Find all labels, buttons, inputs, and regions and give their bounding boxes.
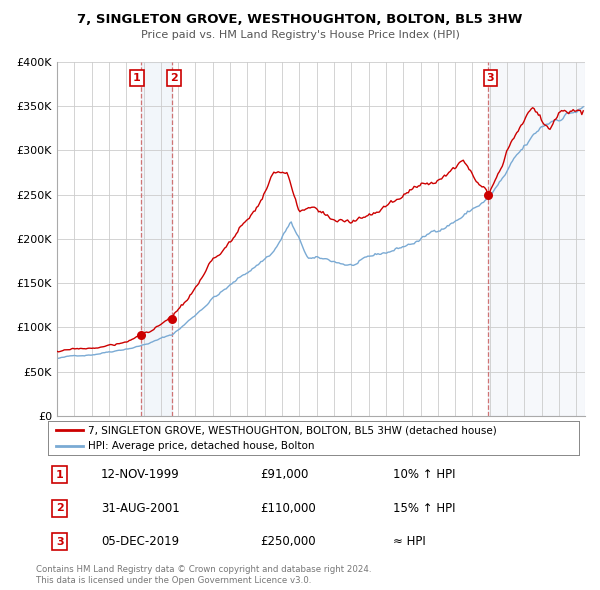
Text: Price paid vs. HM Land Registry's House Price Index (HPI): Price paid vs. HM Land Registry's House … (140, 31, 460, 40)
Text: 2: 2 (56, 503, 64, 513)
Text: £110,000: £110,000 (260, 502, 316, 515)
Text: 3: 3 (56, 537, 64, 547)
Text: £250,000: £250,000 (260, 535, 316, 548)
Text: 3: 3 (487, 73, 494, 83)
Text: 2: 2 (170, 73, 178, 83)
Text: 12-NOV-1999: 12-NOV-1999 (101, 468, 180, 481)
Text: 10% ↑ HPI: 10% ↑ HPI (393, 468, 455, 481)
Text: Contains HM Land Registry data © Crown copyright and database right 2024.: Contains HM Land Registry data © Crown c… (36, 565, 371, 574)
Text: 7, SINGLETON GROVE, WESTHOUGHTON, BOLTON, BL5 3HW (detached house): 7, SINGLETON GROVE, WESTHOUGHTON, BOLTON… (88, 425, 497, 435)
Text: 1: 1 (56, 470, 64, 480)
Text: This data is licensed under the Open Government Licence v3.0.: This data is licensed under the Open Gov… (36, 576, 311, 585)
Text: 15% ↑ HPI: 15% ↑ HPI (393, 502, 455, 515)
Text: 1: 1 (133, 73, 141, 83)
Bar (142, 62, 172, 416)
Text: 05-DEC-2019: 05-DEC-2019 (101, 535, 179, 548)
Text: ≈ HPI: ≈ HPI (393, 535, 426, 548)
Text: 7, SINGLETON GROVE, WESTHOUGHTON, BOLTON, BL5 3HW: 7, SINGLETON GROVE, WESTHOUGHTON, BOLTON… (77, 13, 523, 26)
Text: 31-AUG-2001: 31-AUG-2001 (101, 502, 180, 515)
Text: HPI: Average price, detached house, Bolton: HPI: Average price, detached house, Bolt… (88, 441, 314, 451)
Text: £91,000: £91,000 (260, 468, 309, 481)
Bar (488, 62, 585, 416)
